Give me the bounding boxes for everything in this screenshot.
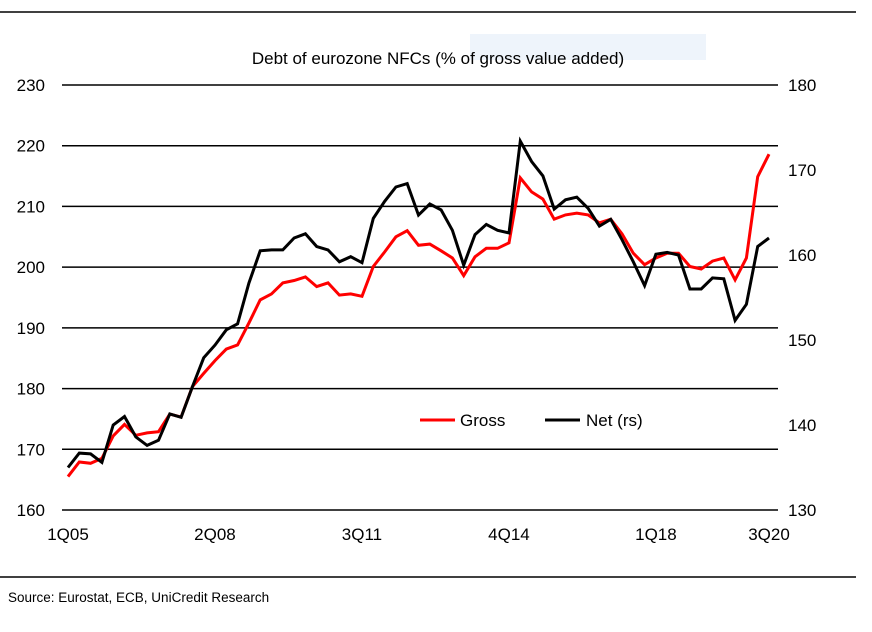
- left-tick-label: 210: [17, 197, 45, 216]
- x-tick-label: 3Q11: [342, 525, 382, 544]
- left-tick-label: 170: [17, 440, 45, 459]
- chart-title: Debt of eurozone NFCs (% of gross value …: [252, 49, 624, 68]
- legend-label-gross: Gross: [460, 411, 505, 430]
- series-line-gross: [66, 153, 771, 478]
- x-tick-label: 1Q18: [635, 525, 677, 544]
- right-tick-label: 130: [788, 501, 816, 520]
- series-line-net: [66, 136, 770, 469]
- left-tick-label: 230: [17, 76, 45, 95]
- legend: Gross Net (rs): [420, 411, 643, 430]
- right-tick-label: 180: [788, 76, 816, 95]
- legend-label-net: Net (rs): [586, 411, 643, 430]
- x-tick-label: 2Q08: [194, 525, 236, 544]
- right-tick-label: 140: [788, 416, 816, 435]
- x-tick-label: 4Q14: [488, 525, 530, 544]
- right-tick-label: 170: [788, 161, 816, 180]
- left-tick-label: 190: [17, 319, 45, 338]
- right-tick-label: 150: [788, 331, 816, 350]
- left-tick-label: 160: [17, 501, 45, 520]
- x-tick-label: 3Q20: [748, 525, 790, 544]
- source-note: Source: Eurostat, ECB, UniCredit Researc…: [8, 590, 270, 605]
- title-highlight: [470, 34, 706, 60]
- x-tick-label: 1Q05: [47, 525, 89, 544]
- left-tick-label: 220: [17, 137, 45, 156]
- left-tick-label: 200: [17, 258, 45, 277]
- right-tick-label: 160: [788, 246, 816, 265]
- left-tick-label: 180: [17, 380, 45, 399]
